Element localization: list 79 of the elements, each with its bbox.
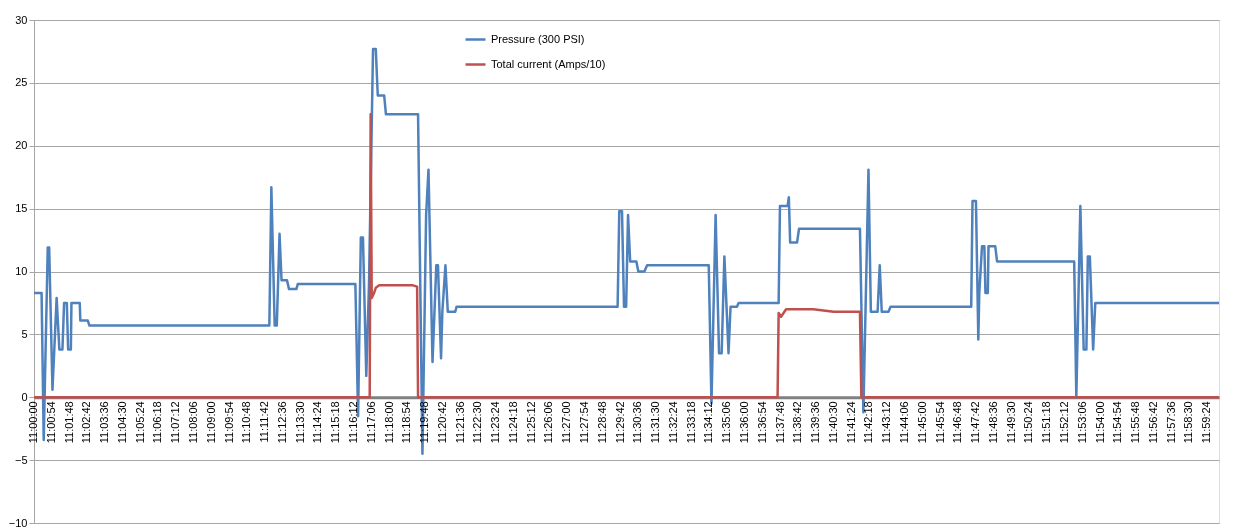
x-tick-label: 11:06:18 <box>151 401 164 444</box>
x-tick-label: 11:39:36 <box>809 401 822 444</box>
x-tick-label: 11:03:36 <box>98 401 111 444</box>
y-tick-label: 15 <box>15 202 28 215</box>
x-tick-label: 11:38:42 <box>791 401 804 444</box>
x-tick-label: 11:52:12 <box>1057 401 1070 444</box>
y-tick-label: 20 <box>15 139 28 152</box>
x-tick-label: 11:13:30 <box>293 401 306 444</box>
x-tick-label: 11:23:24 <box>489 401 502 444</box>
x-tick-label: 11:55:48 <box>1129 401 1142 444</box>
x-tick-label: 11:24:18 <box>506 401 519 444</box>
x-tick-label: 11:11:42 <box>258 401 271 443</box>
x-tick-label: 11:17:06 <box>364 401 377 444</box>
x-tick-label: 11:26:06 <box>542 401 555 444</box>
x-tick-label: 11:31:30 <box>649 401 662 444</box>
x-tick-label: 11:16:12 <box>346 401 359 444</box>
x-tick-label: 11:25:12 <box>524 401 537 444</box>
y-tick-label: 30 <box>15 13 28 26</box>
x-tick-label: 11:02:42 <box>80 401 93 444</box>
x-tick-label: 11:40:30 <box>826 401 839 444</box>
x-tick-label: 11:09:54 <box>222 401 235 444</box>
x-tick-label: 11:22:30 <box>471 401 484 444</box>
x-tick-label: 11:09:00 <box>204 401 217 444</box>
x-tick-label: 11:49:30 <box>1004 401 1017 444</box>
x-tick-label: 11:37:48 <box>773 401 786 444</box>
x-tick-label: 11:10:48 <box>240 401 253 444</box>
x-tick-label: 11:58:30 <box>1182 401 1195 444</box>
x-tick-label: 11:27:54 <box>578 401 591 444</box>
line-series <box>32 113 1221 399</box>
x-tick-label: 11:29:42 <box>613 401 626 444</box>
x-tick-label: 11:45:00 <box>915 401 928 444</box>
x-tick-label: 11:44:06 <box>897 401 910 444</box>
x-tick-label: 11:42:18 <box>862 401 875 444</box>
x-tick-label: 11:46:48 <box>951 401 964 444</box>
y-tick-label: −5 <box>14 453 28 466</box>
legend-label: Pressure (300 PSI) <box>491 32 585 45</box>
x-tick-label: 11:04:30 <box>115 401 128 444</box>
x-tick-label: 11:56:42 <box>1146 401 1159 444</box>
x-tick-label: 11:59:24 <box>1200 401 1213 444</box>
x-tick-label: 11:47:42 <box>969 401 982 444</box>
x-tick-label: 11:00:54 <box>44 401 57 444</box>
x-tick-label: 11:54:54 <box>1111 401 1124 444</box>
x-tick-label: 11:27:00 <box>560 401 573 444</box>
x-tick-label: 11:20:42 <box>435 401 448 444</box>
x-tick-label: 11:15:18 <box>329 401 342 444</box>
y-tick-label: 10 <box>15 265 28 277</box>
x-tick-label: 11:19:48 <box>418 401 431 444</box>
x-tick-label: 11:53:06 <box>1075 401 1088 444</box>
x-tick-label: 11:35:06 <box>720 401 733 444</box>
x-tick-label: 11:01:48 <box>62 401 75 444</box>
x-tick-label: 11:41:24 <box>844 401 857 444</box>
x-tick-label: 11:57:36 <box>1164 401 1177 444</box>
legend-label: Total current (Amps/10) <box>491 57 606 70</box>
y-tick-label: 25 <box>15 76 28 89</box>
x-tick-label: 11:00:00 <box>27 401 39 444</box>
x-tick-label: 11:08:06 <box>186 401 199 444</box>
x-tick-label: 11:07:12 <box>169 401 182 444</box>
x-tick-label: 11:36:00 <box>738 401 750 444</box>
x-tick-label: 11:18:00 <box>382 401 395 444</box>
x-tick-label: 11:14:24 <box>311 401 324 444</box>
x-tick-label: 11:05:24 <box>133 401 146 444</box>
x-tick-label: 11:54:00 <box>1093 401 1106 444</box>
x-tick-label: 11:45:54 <box>933 401 946 444</box>
y-tick-label: −10 <box>8 516 28 529</box>
x-tick-label: 11:50:24 <box>1022 401 1035 444</box>
y-tick-label: 0 <box>21 390 28 403</box>
x-tick-label: 11:33:18 <box>684 401 697 444</box>
x-tick-label: 11:51:18 <box>1040 401 1053 444</box>
y-tick-label: 5 <box>21 327 28 340</box>
x-tick-label: 11:21:36 <box>453 401 466 444</box>
x-tick-label: 11:43:12 <box>880 401 893 444</box>
x-tick-label: 11:18:54 <box>400 401 413 444</box>
x-tick-label: 11:12:36 <box>275 401 288 444</box>
x-tick-label: 11:34:12 <box>702 401 715 444</box>
x-tick-label: 11:32:24 <box>666 401 679 444</box>
x-tick-label: 11:36:54 <box>755 401 768 444</box>
x-tick-label: 11:28:48 <box>595 401 608 444</box>
x-tick-label: 11:48:36 <box>986 401 999 444</box>
x-tick-label: 11:30:36 <box>631 401 644 444</box>
